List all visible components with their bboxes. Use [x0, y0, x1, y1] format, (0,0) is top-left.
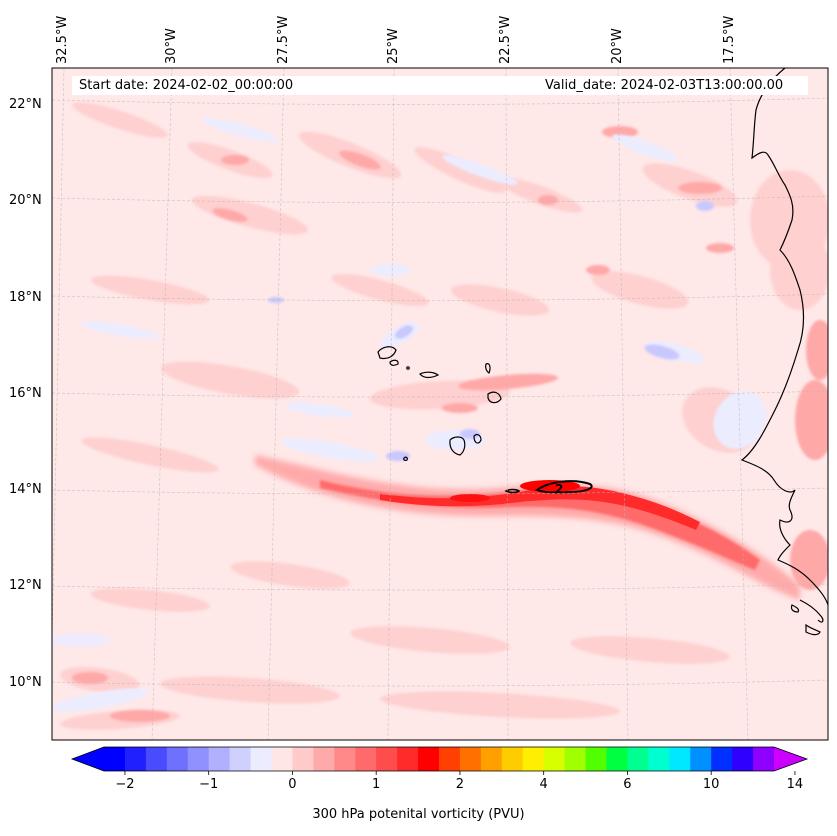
- colorbar-segment: [250, 747, 272, 771]
- map-frame: [51, 67, 829, 741]
- colorbar-tick-label: −2: [115, 777, 135, 792]
- colorbar-tick-label: 4: [539, 777, 548, 792]
- pv-weak-negative-streaks: [52, 118, 767, 712]
- colorbar-segment: [711, 747, 733, 771]
- cape-verde-islands: [377, 346, 502, 461]
- colorbar-segment: [459, 747, 482, 771]
- colorbar-segment: [501, 747, 524, 771]
- colorbar-tick-label: 1: [372, 777, 381, 792]
- colorbar-segment: [418, 747, 440, 771]
- pv-filament: [255, 455, 800, 600]
- contour-label: 2: [555, 482, 564, 496]
- colorbar-segment: [669, 747, 691, 771]
- colorbar-tick-label: −1: [199, 777, 219, 792]
- colorbar-segment: [522, 747, 545, 771]
- lat-label-22n: 22°N: [9, 97, 42, 112]
- colorbar-segment: [313, 747, 335, 771]
- coastline: [740, 68, 828, 636]
- colorbar-segment: [104, 747, 126, 771]
- colorbar-segment: [585, 747, 607, 771]
- colorbar-segment: [564, 747, 587, 771]
- colorbar-segment: [606, 747, 628, 771]
- colorbar-segment: [543, 747, 566, 771]
- colorbar-title: 300 hPa potenital vorticity (PVU): [312, 807, 525, 822]
- lat-label-14n: 14°N: [9, 482, 42, 497]
- colorbar-segment: [124, 747, 147, 771]
- lon-label-20w: 20°W: [610, 28, 625, 64]
- pv-moderate-positive-spots: [72, 126, 828, 722]
- lat-label-18n: 18°N: [9, 290, 42, 305]
- lon-label-30w: 30°W: [164, 28, 179, 64]
- colorbar-segment: [397, 747, 419, 771]
- lon-label-17-5w: 17.5°W: [722, 15, 737, 64]
- start-date-text: Start date: 2024-02-02_00:00:00: [79, 76, 294, 95]
- colorbar-segment: [187, 747, 210, 771]
- colorbar-segment: [271, 747, 293, 771]
- pv-moderate-negative-spots: [268, 201, 714, 461]
- lon-label-27-5w: 27.5°W: [276, 15, 291, 64]
- colorbar-tick-label: 10: [702, 777, 720, 792]
- colorbar-segment: [627, 747, 649, 771]
- colorbar-tick-label: 14: [786, 777, 804, 792]
- colorbar: [70, 746, 809, 775]
- colorbar-over-arrow: [774, 747, 807, 771]
- lon-label-22-5w: 22.5°W: [498, 15, 513, 64]
- colorbar-segment: [480, 747, 503, 771]
- colorbar-segment: [334, 747, 356, 771]
- colorbar-tick-label: 2: [455, 777, 465, 792]
- colorbar-segment: [439, 747, 461, 771]
- colorbar-segment: [229, 747, 252, 771]
- lat-label-10n: 10°N: [9, 675, 42, 690]
- lat-label-16n: 16°N: [9, 386, 42, 401]
- valid-date-text: Valid_date: 2024-02-03T13:00:00.00: [545, 76, 784, 95]
- colorbar-segment: [355, 747, 377, 771]
- colorbar-segment: [753, 747, 775, 771]
- colorbar-segment: [732, 747, 754, 771]
- colorbar-segment: [292, 747, 314, 771]
- graticule: [52, 68, 828, 740]
- colorbar-segment: [690, 747, 712, 771]
- lat-label-20n: 20°N: [9, 193, 42, 208]
- lat-label-12n: 12°N: [9, 578, 42, 593]
- colorbar-segment: [648, 747, 670, 771]
- colorbar-outline: [70, 746, 809, 772]
- colorbar-segment: [376, 747, 398, 771]
- colorbar-under-arrow: [72, 747, 104, 771]
- colorbar-segment: [166, 747, 189, 771]
- lon-label-32-5w: 32.5°W: [55, 15, 70, 64]
- colorbar-tick-label: 6: [623, 777, 632, 792]
- colorbar-segment: [208, 747, 231, 771]
- colorbar-segment: [145, 747, 168, 771]
- colorbar-tick-label: 0: [288, 777, 297, 792]
- lon-label-25w: 25°W: [386, 28, 401, 64]
